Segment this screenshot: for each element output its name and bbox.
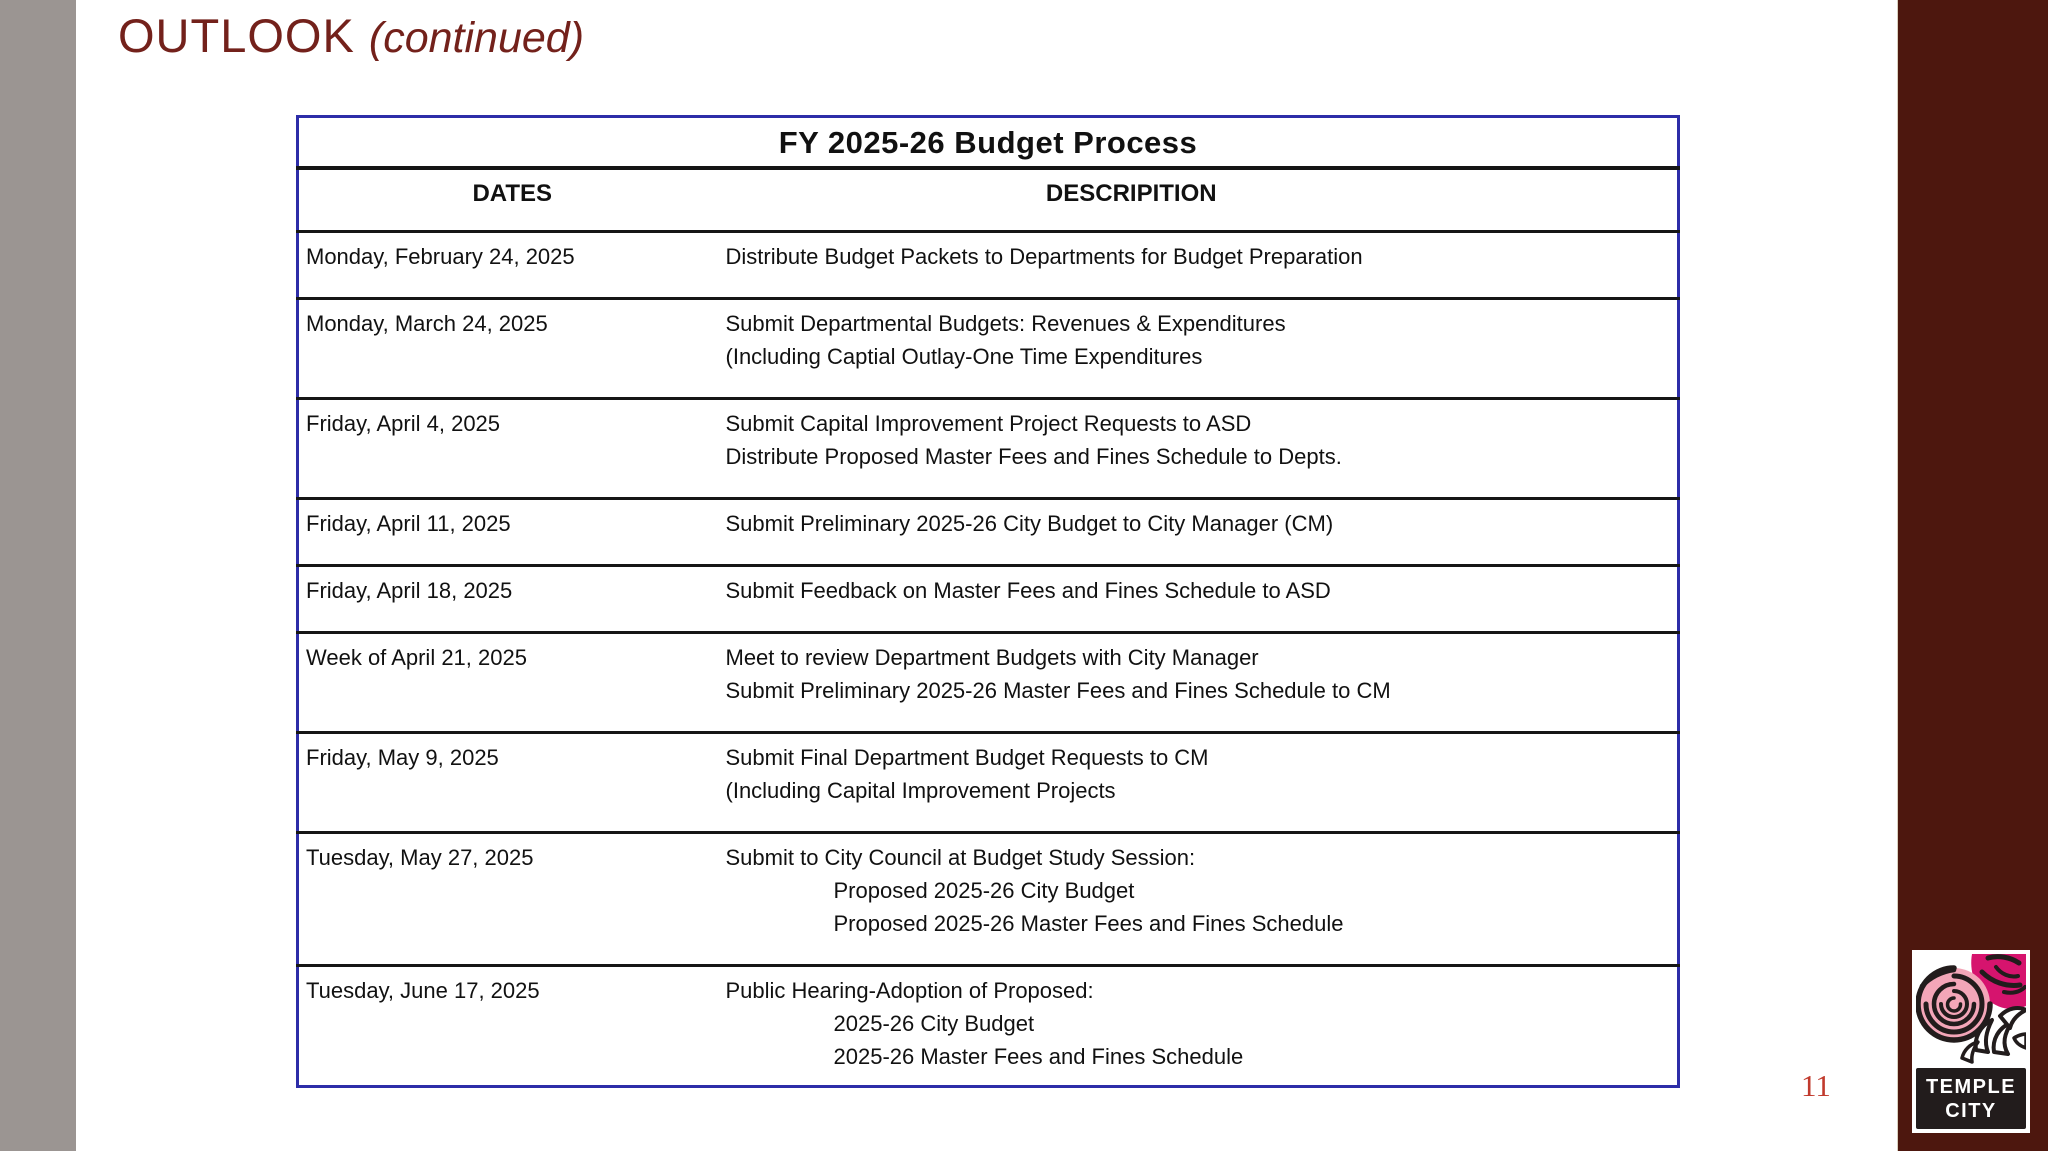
description-line: Distribute Budget Packets to Departments… (725, 244, 1363, 269)
description-line: Proposed 2025-26 Master Fees and Fines S… (833, 911, 1344, 936)
description-line: (Including Capital Improvement Projects (725, 778, 1116, 803)
date-cell: Monday, March 24, 2025 (297, 298, 726, 400)
column-header-dates: DATES (297, 168, 726, 233)
description-line: Submit Preliminary 2025-26 Master Fees a… (725, 678, 1391, 703)
date-cell: Tuesday, June 17, 2025 (306, 978, 540, 1003)
left-accent-bar (0, 0, 76, 1151)
logo-line1: TEMPLE (1925, 1075, 2017, 1098)
table-row: Friday, May 9, 2025 Submit Final Departme… (297, 732, 1679, 834)
table-row: Friday, April 4, 2025 Submit Capital Impr… (297, 398, 1679, 500)
description-cell: Submit Feedback on Master Fees and Fines… (725, 565, 1679, 634)
description-line: Public Hearing-Adoption of Proposed: (725, 978, 1094, 1003)
description-line: Submit Departmental Budgets: Revenues & … (725, 311, 1286, 336)
table-body: Monday, February 24, 2025 Distribute Budg… (297, 231, 1679, 1087)
date-cell: Friday, April 4, 2025 (297, 398, 726, 500)
date-cell: Monday, February 24, 2025 (297, 231, 726, 300)
table-row: Week of April 21, 2025 Meet to review Dep… (297, 632, 1679, 734)
table-row: Tuesday, May 27, 2025 Submit to City Coun… (297, 832, 1679, 967)
table-row: Monday, March 24, 2025 Submit Departmenta… (297, 298, 1679, 400)
table-row: Friday, April 11, 2025 Submit Preliminary… (297, 498, 1679, 567)
table-title-row: FY 2025-26 Budget Process (297, 116, 1679, 170)
right-accent-bar: TEMPLE CITY (1897, 0, 2048, 1151)
description-line: Proposed 2025-26 City Budget (833, 878, 1135, 903)
description-line: Submit Feedback on Master Fees and Fines… (725, 578, 1331, 603)
description-cell: Public Hearing-Adoption of Proposed: 2025… (726, 966, 1679, 1087)
description-cell: Submit Departmental Budgets: Revenues & … (725, 298, 1679, 400)
description-line: 2025-26 Master Fees and Fines Schedule (833, 1044, 1244, 1069)
description-line: (Including Captial Outlay-One Time Expen… (725, 344, 1203, 369)
description-line: Submit Capital Improvement Project Reque… (725, 411, 1252, 436)
description-cell: Submit Preliminary 2025-26 City Budget t… (725, 498, 1679, 567)
description-line: 2025-26 City Budget (833, 1011, 1035, 1036)
column-header-description: DESCRIPITION (725, 168, 1679, 233)
date-cell: Friday, April 11, 2025 (297, 498, 726, 567)
description-cell: Submit Capital Improvement Project Reque… (725, 398, 1679, 500)
table-row: Tuesday, June 17, 2025 Public Hearing-Ado… (298, 966, 1679, 1087)
description-line: Distribute Proposed Master Fees and Fine… (725, 444, 1342, 469)
date-cell: Week of April 21, 2025 (297, 632, 726, 734)
slide-title-main: OUTLOOK (118, 9, 355, 62)
description-cell: Distribute Budget Packets to Departments… (725, 231, 1679, 300)
date-cell: Friday, May 9, 2025 (297, 732, 726, 834)
table-row: Friday, April 18, 2025 Submit Feedback on… (297, 565, 1679, 634)
date-cell: Friday, April 18, 2025 (297, 565, 726, 634)
slide-title-suffix: (continued) (368, 14, 585, 62)
logo-line2: CITY (1945, 1099, 1997, 1122)
description-line: Submit to City Council at Budget Study S… (725, 845, 1196, 870)
description-line: Submit Preliminary 2025-26 City Budget t… (725, 511, 1334, 536)
rose-icon (1916, 954, 2026, 1066)
description-line: Meet to review Department Budgets with C… (725, 645, 1259, 670)
table-title: FY 2025-26 Budget Process (297, 116, 1679, 170)
budget-process-table: FY 2025-26 Budget Process DATES DESCRIPI… (296, 115, 1680, 1088)
column-header-row: DATES DESCRIPITION (297, 168, 1679, 233)
slide-title: OUTLOOK (continued) (118, 8, 584, 63)
page-number: 11 (1801, 1068, 1831, 1103)
table-row: Monday, February 24, 2025 Distribute Budg… (297, 231, 1679, 300)
temple-city-logo: TEMPLE CITY (1912, 950, 2030, 1133)
temple-city-logo-text: TEMPLE CITY (1916, 1068, 2026, 1129)
description-cell: Submit Final Department Budget Requests … (725, 732, 1679, 834)
description-cell: Submit to City Council at Budget Study S… (725, 832, 1679, 967)
date-cell: Tuesday, May 27, 2025 (297, 832, 726, 967)
description-line: Submit Final Department Budget Requests … (725, 745, 1209, 770)
description-cell: Meet to review Department Budgets with C… (725, 632, 1679, 734)
